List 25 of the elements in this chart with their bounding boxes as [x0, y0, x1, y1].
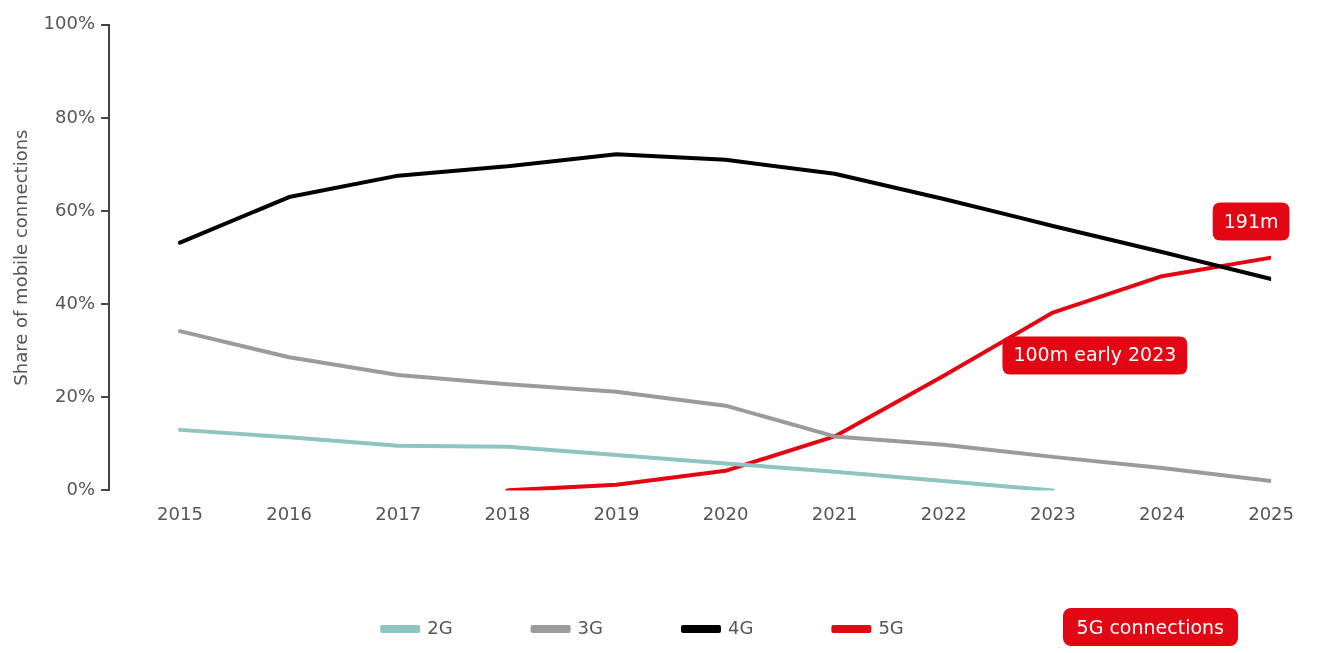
- legend-label: 3G: [577, 616, 604, 638]
- y-tick-label: 40%: [55, 291, 96, 313]
- x-tick-label: 2016: [266, 502, 312, 524]
- x-tick-label: 2024: [1139, 502, 1185, 524]
- y-tick-label: 80%: [55, 105, 96, 127]
- text: 5G connections: [1062, 608, 1238, 646]
- x-tick-label: 2018: [484, 502, 531, 524]
- x-tick-label: 2020: [702, 502, 749, 524]
- x-tick-label: 2017: [375, 502, 422, 524]
- y-tick-label: 60%: [55, 198, 96, 220]
- x-tick-label: 2015: [157, 502, 203, 524]
- annotation: 100m early 2023: [1013, 343, 1177, 366]
- x-tick-label: 2023: [1029, 502, 1076, 524]
- legend-label: 5G: [878, 616, 904, 638]
- y-tick-label: 0%: [66, 478, 96, 500]
- annotation: 191m: [1223, 209, 1279, 232]
- y-tick-label: 100%: [43, 12, 96, 34]
- x-tick-label: 2021: [811, 502, 858, 524]
- legend-label: 2G: [427, 616, 453, 638]
- y-axis-title: Share of mobile connections: [10, 129, 32, 386]
- x-tick-label: 2019: [593, 502, 640, 524]
- x-tick-label: 2022: [920, 502, 967, 524]
- y-tick-label: 20%: [55, 384, 96, 406]
- legend-label: 4G: [728, 616, 754, 638]
- x-tick-label: 2025: [1248, 502, 1294, 524]
